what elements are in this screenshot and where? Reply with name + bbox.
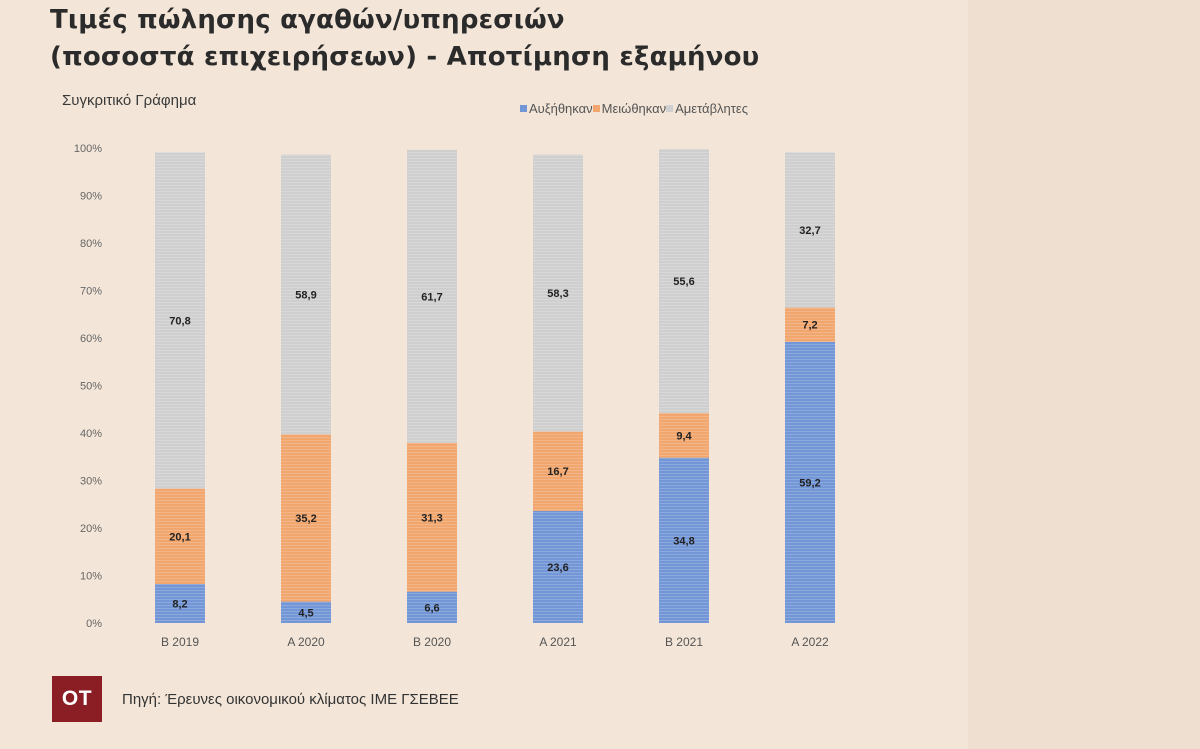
y-tick-label: 100% xyxy=(74,143,102,155)
data-label-unchanged: 32,7 xyxy=(799,225,820,237)
bar-segment-texture xyxy=(785,152,835,308)
legend-item-unchanged: Αμετάβλητες xyxy=(666,101,748,116)
x-tick-label: A 2021 xyxy=(539,635,577,649)
legend-label-unchanged: Αμετάβλητες xyxy=(675,101,748,116)
y-tick-label: 80% xyxy=(80,238,102,250)
y-tick-label: 60% xyxy=(80,333,102,345)
y-tick-label: 70% xyxy=(80,286,102,298)
data-label-unchanged: 55,6 xyxy=(673,276,694,288)
data-label-increased: 8,2 xyxy=(172,599,187,611)
bar-segment-texture xyxy=(659,148,709,414)
y-tick-label: 0% xyxy=(86,618,102,630)
y-tick-label: 40% xyxy=(80,428,102,440)
data-label-decreased: 35,2 xyxy=(295,513,316,525)
bar-segment-texture xyxy=(407,149,457,443)
legend-label-decreased: Μειώθηκαν xyxy=(601,101,667,116)
bar-segment-texture xyxy=(155,584,205,623)
data-label-increased: 23,6 xyxy=(547,562,568,574)
bar-segment-texture xyxy=(785,341,835,623)
chart-title-line-1: Τιμές πώλησης αγαθών/υπηρεσιών xyxy=(50,5,565,35)
data-label-decreased: 16,7 xyxy=(547,466,568,478)
source-note: Πηγή: Έρευνες οικονομικού κλίματος ΙΜΕ Γ… xyxy=(122,690,459,708)
y-tick-label: 30% xyxy=(80,476,102,488)
bar-segment-texture xyxy=(659,457,709,623)
data-label-decreased: 7,2 xyxy=(802,320,817,332)
y-tick-label: 90% xyxy=(80,191,102,203)
source-row: OT Πηγή: Έρευνες οικονομικού κλίματος ΙΜ… xyxy=(52,676,459,722)
y-tick-label: 50% xyxy=(80,381,102,393)
chart-title-line-2: (ποσοστά επιχειρήσεων) - Αποτίμηση εξαμή… xyxy=(50,42,760,72)
legend-item-increased: Αυξήθηκαν xyxy=(520,101,593,116)
bar-segment-texture xyxy=(281,601,331,623)
chart-subtitle: Συγκριτικό Γράφημα xyxy=(62,92,197,109)
bar-segment-texture xyxy=(155,488,205,585)
bar-segment-texture xyxy=(785,307,835,342)
bar-segment-texture xyxy=(659,413,709,458)
data-label-increased: 6,6 xyxy=(424,602,439,614)
legend-label-increased: Αυξήθηκαν xyxy=(529,101,593,116)
x-tick-label: B 2020 xyxy=(413,635,451,649)
bar-segment-texture xyxy=(281,434,331,602)
data-label-decreased: 31,3 xyxy=(421,512,442,524)
data-label-unchanged: 58,9 xyxy=(295,290,316,302)
bar-segment-texture xyxy=(407,591,457,623)
data-label-unchanged: 58,3 xyxy=(547,288,568,300)
x-tick-label: B 2019 xyxy=(161,635,199,649)
legend-swatch-increased xyxy=(520,105,527,112)
ot-logo: OT xyxy=(52,676,102,722)
x-tick-label: B 2021 xyxy=(665,635,703,649)
data-label-unchanged: 70,8 xyxy=(169,315,190,327)
chart-legend: Αυξήθηκαν Μειώθηκαν Αμετάβλητες xyxy=(520,101,748,116)
data-label-decreased: 20,1 xyxy=(169,531,190,543)
y-tick-label: 10% xyxy=(80,571,102,583)
x-tick-label: A 2022 xyxy=(791,635,829,649)
legend-item-decreased: Μειώθηκαν xyxy=(592,101,667,116)
bar-segment-texture xyxy=(155,152,205,489)
bar-segment-texture xyxy=(533,154,583,432)
legend-swatch-unchanged xyxy=(666,105,674,112)
data-label-unchanged: 61,7 xyxy=(421,291,442,303)
right-background-band xyxy=(968,0,1200,749)
stacked-bar-chart: 0% 10% 20% 30% 40% 50% 60% 70% 80% 90% 100% 8,2 20,1… xyxy=(74,143,835,649)
bar-segment-texture xyxy=(533,431,583,511)
legend-swatch-decreased xyxy=(592,105,600,112)
bar-segment-texture xyxy=(407,442,457,592)
bar-segment-texture xyxy=(533,510,583,623)
data-label-increased: 34,8 xyxy=(673,535,694,547)
data-label-increased: 59,2 xyxy=(799,477,820,489)
y-tick-label: 20% xyxy=(80,523,102,535)
bar-segment-texture xyxy=(281,154,331,435)
data-label-decreased: 9,4 xyxy=(676,430,692,442)
data-label-increased: 4,5 xyxy=(298,607,313,619)
x-tick-label: A 2020 xyxy=(287,635,325,649)
